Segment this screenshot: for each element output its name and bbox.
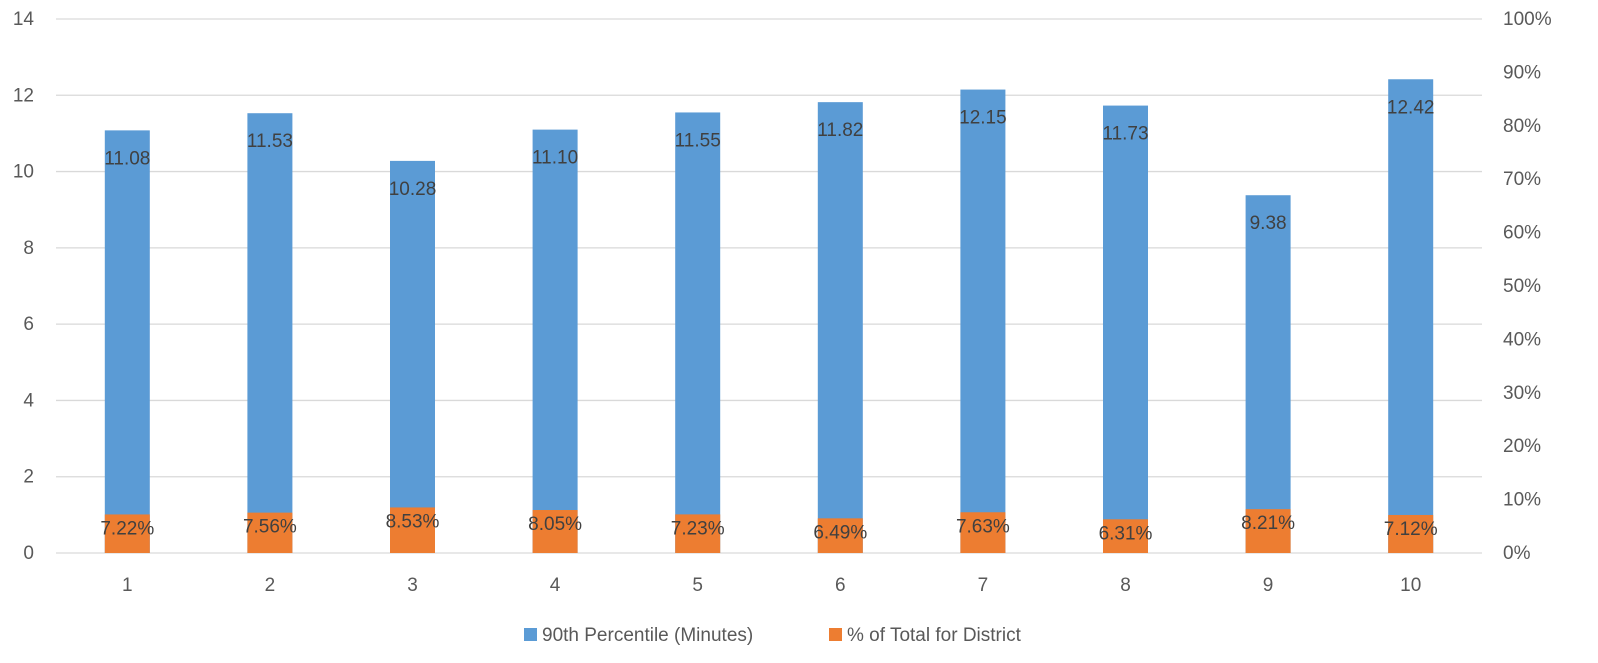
y-left-tick-label: 10 <box>13 162 34 183</box>
data-label-percent-of-total: 8.21% <box>1241 513 1295 534</box>
data-label-90th-percentile: 11.08 <box>104 148 150 169</box>
x-tick-label: 1 <box>122 575 133 596</box>
y-right-tick-label: 70% <box>1503 169 1541 190</box>
y-right-tick-label: 0% <box>1503 543 1531 564</box>
x-tick-label: 8 <box>1120 575 1131 596</box>
y-right-tick-label: 50% <box>1503 276 1541 297</box>
y-left-tick-label: 14 <box>13 9 35 30</box>
x-tick-label: 9 <box>1263 575 1274 596</box>
data-label-90th-percentile: 11.53 <box>247 131 293 152</box>
y-right-tick-label: 10% <box>1503 490 1541 511</box>
data-label-percent-of-total: 6.31% <box>1099 523 1153 544</box>
bar-90th-percentile <box>390 160 435 554</box>
gridlines <box>56 18 1482 554</box>
bar-90th-percentile <box>104 130 150 553</box>
bar-90th-percentile <box>1245 195 1291 553</box>
bar-percent-of-total <box>675 514 721 553</box>
data-labels: 11.08 7.22% 11.53 7.56% 10.28 8.53% 11.10 8.05%… <box>100 97 1437 544</box>
x-tick-label: 5 <box>692 575 703 596</box>
legend-swatch-percent-of-total <box>829 628 842 641</box>
bar-90th-percentile <box>1388 79 1434 553</box>
bar-percent-of-total <box>104 514 150 553</box>
bar-90th-percentile <box>1103 105 1148 553</box>
y-right-tick-label: 90% <box>1503 62 1541 83</box>
data-label-percent-of-total: 7.22% <box>100 518 154 539</box>
y-left-tick-label: 8 <box>23 238 34 259</box>
series-percent-of-total <box>104 507 1434 553</box>
bar-90th-percentile <box>675 112 721 553</box>
y-right-tick-label: 40% <box>1503 329 1541 350</box>
series-90th-percentile <box>104 79 1434 554</box>
bar-90th-percentile <box>817 102 863 553</box>
data-label-percent-of-total: 8.05% <box>528 514 582 535</box>
data-label-90th-percentile: 10.28 <box>389 179 437 200</box>
x-tick-label: 4 <box>550 575 561 596</box>
y-axis-right: 0% 10% 20% 30% 40% 50% 60% 70% 80% 90% 100% <box>1503 9 1552 564</box>
bar-percent-of-total <box>390 507 435 553</box>
legend: 90th Percentile (Minutes) % of Total for … <box>524 625 1022 646</box>
y-left-tick-label: 0 <box>23 543 34 564</box>
legend-label-90th-percentile: 90th Percentile (Minutes) <box>542 625 753 646</box>
data-label-90th-percentile: 12.15 <box>959 108 1007 129</box>
bar-percent-of-total <box>1388 514 1434 553</box>
data-label-90th-percentile: 11.55 <box>675 130 721 151</box>
y-axis-left: 0 2 4 6 8 10 12 14 <box>13 9 35 564</box>
x-axis: 1 2 3 4 5 6 7 8 9 10 <box>122 575 1421 596</box>
data-label-percent-of-total: 7.63% <box>956 516 1010 537</box>
y-right-tick-label: 30% <box>1503 383 1541 404</box>
bar-90th-percentile <box>247 113 293 553</box>
bar-percent-of-total <box>960 512 1006 553</box>
data-label-percent-of-total: 7.23% <box>671 518 725 539</box>
y-left-tick-label: 4 <box>23 390 34 411</box>
x-tick-label: 2 <box>265 575 276 596</box>
y-right-tick-label: 60% <box>1503 223 1541 244</box>
data-label-90th-percentile: 11.10 <box>532 148 578 169</box>
x-tick-label: 10 <box>1400 575 1421 596</box>
x-tick-label: 7 <box>978 575 989 596</box>
data-label-90th-percentile: 11.73 <box>1102 124 1148 145</box>
bar-percent-of-total <box>247 512 293 553</box>
x-tick-label: 3 <box>407 575 418 596</box>
bar-percent-of-total <box>1245 509 1291 553</box>
bar-90th-percentile <box>532 129 578 553</box>
y-left-tick-label: 12 <box>13 85 34 106</box>
data-label-percent-of-total: 7.12% <box>1384 519 1438 540</box>
bar-percent-of-total <box>1103 519 1148 553</box>
y-right-tick-label: 20% <box>1503 436 1541 457</box>
data-label-90th-percentile: 11.82 <box>817 120 863 141</box>
bar-90th-percentile <box>960 89 1006 554</box>
bar-percent-of-total <box>817 518 863 553</box>
bar-percent-of-total <box>532 510 578 553</box>
x-tick-label: 6 <box>835 575 846 596</box>
y-right-tick-label: 100% <box>1503 9 1552 30</box>
data-label-90th-percentile: 12.42 <box>1387 97 1435 118</box>
y-left-tick-label: 6 <box>23 314 34 335</box>
data-label-percent-of-total: 8.53% <box>386 511 440 532</box>
y-left-tick-label: 2 <box>23 467 34 488</box>
data-label-percent-of-total: 7.56% <box>243 517 297 538</box>
y-right-tick-label: 80% <box>1503 116 1541 137</box>
legend-swatch-90th-percentile <box>524 628 537 641</box>
legend-label-percent-of-total: % of Total for District <box>847 625 1022 646</box>
data-label-90th-percentile: 9.38 <box>1250 213 1287 234</box>
data-label-percent-of-total: 6.49% <box>813 522 867 543</box>
